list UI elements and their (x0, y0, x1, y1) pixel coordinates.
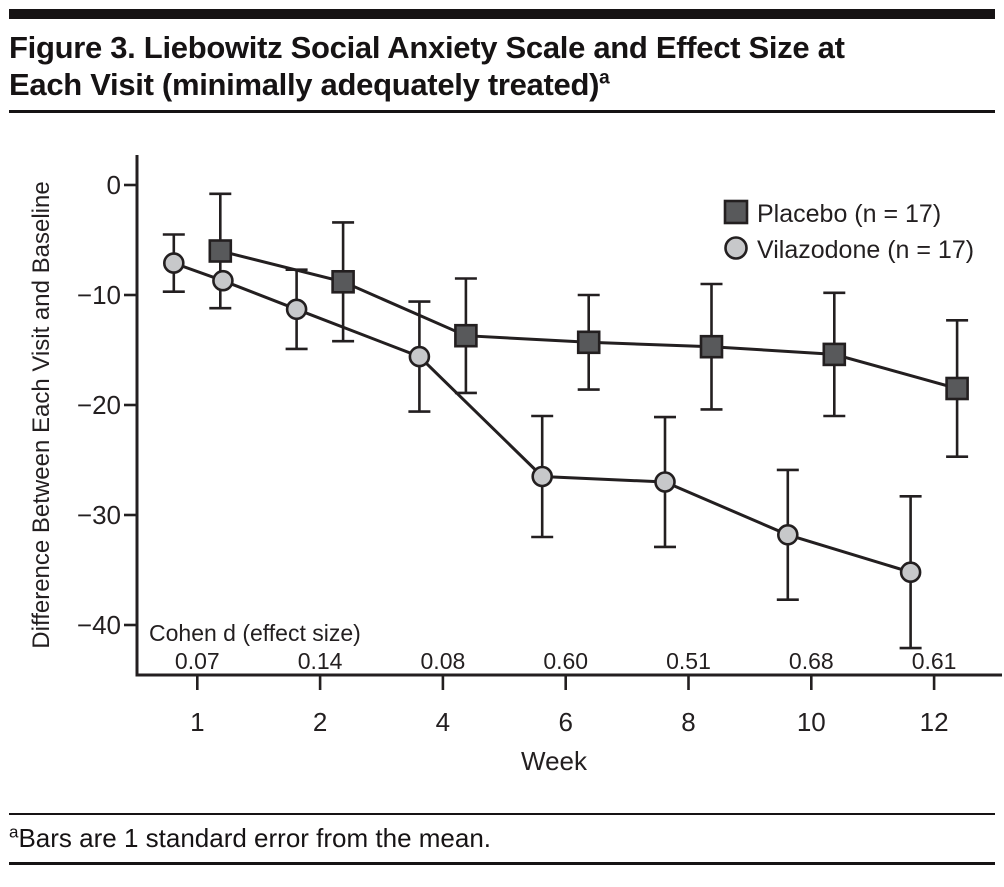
placebo-marker-week-1 (208, 239, 233, 263)
x-tick-label: 10 (797, 707, 826, 737)
figure-title-line1: Figure 3. Liebowitz Social Anxiety Scale… (9, 30, 845, 65)
figure-page: { "figure": { "title_line1": "Figure 3. … (0, 9, 1004, 887)
x-tick-label: 4 (436, 707, 450, 737)
effect-size-value: 0.14 (298, 648, 343, 674)
effect-size-value: 0.07 (175, 648, 220, 674)
placebo-marker-week-12 (945, 376, 969, 401)
title-superscript: a (599, 67, 610, 89)
effect-size-value: 0.68 (789, 648, 834, 674)
figure-title: Figure 3. Liebowitz Social Anxiety Scale… (9, 29, 995, 103)
x-axis-title: Week (521, 746, 588, 776)
y-tick-label: −20 (77, 390, 121, 420)
y-tick-label: 0 (107, 170, 121, 200)
y-axis-title: Difference Between Each Visit and Baseli… (28, 181, 55, 648)
title-divider-rule (9, 110, 995, 113)
vilazodone-marker-week-12 (899, 561, 922, 584)
effect-size-value: 0.51 (666, 648, 711, 674)
effect-size-value: 0.60 (543, 648, 588, 674)
x-tick-label: 2 (313, 707, 327, 737)
legend-placebo-label: Placebo (n = 17) (757, 200, 941, 228)
footnote-text: Bars are 1 standard error from the mean. (18, 823, 492, 853)
series-placebo (208, 192, 969, 459)
legend: Placebo (n = 17) Vilazodone (n = 17) (723, 199, 974, 264)
placebo-marker-week-10 (822, 342, 847, 367)
top-rule-bar (9, 9, 995, 19)
x-tick-label: 8 (681, 707, 695, 737)
vilazodone-marker-week-10 (776, 523, 799, 546)
figure-title-line2: Each Visit (minimally adequately treated… (9, 67, 600, 102)
vilazodone-marker-week-6 (531, 465, 554, 488)
placebo-marker-week-2 (331, 269, 355, 294)
x-tick-label: 12 (920, 707, 949, 737)
footnote: aBars are 1 standard error from the mean… (9, 815, 995, 862)
x-tick-label: 1 (190, 707, 204, 737)
footnote-superscript: a (9, 822, 19, 842)
vilazodone-marker-week-1.4 (212, 269, 234, 292)
footnote-divider-top (9, 813, 995, 815)
series-line (173, 261, 912, 574)
vilazodone-marker-week-1 (163, 252, 185, 274)
effect-size-value: 0.61 (912, 648, 957, 674)
y-tick-label: −10 (77, 280, 121, 310)
figure-container: Figure 3. Liebowitz Social Anxiety Scale… (0, 9, 1004, 865)
lsas-effect-size-chart: Difference Between Each Visit and Baseli… (28, 155, 1002, 776)
vilazodone-marker-week-8 (654, 471, 676, 493)
chart-area: Difference Between Each Visit and Baseli… (9, 130, 1002, 790)
placebo-marker-week-6 (576, 330, 601, 355)
legend-vilazodone-label: Vilazodone (n = 17) (757, 236, 974, 264)
legend-placebo-square-icon (723, 199, 749, 225)
y-tick-label: −30 (77, 500, 121, 530)
placebo-marker-week-8 (699, 334, 724, 359)
vilazodone-marker-week-4 (408, 345, 431, 368)
legend-vilazodone-circle-icon (724, 236, 748, 260)
vilazodone-marker-week-2 (285, 298, 308, 321)
plot-region: 0 −10 −20 −30 −40 1 0.07 2 0.14 4 0.08 6 0.60 8 0.51 10… (77, 170, 969, 737)
effect-size-row-label: Cohen d (effect size) (149, 620, 361, 646)
series-vilazodone (162, 233, 922, 650)
effect-size-value: 0.08 (421, 648, 466, 674)
y-tick-label: −40 (77, 610, 121, 640)
x-tick-label: 6 (558, 707, 572, 737)
footnote-divider-bottom (9, 862, 995, 865)
placebo-marker-week-4 (454, 323, 478, 348)
